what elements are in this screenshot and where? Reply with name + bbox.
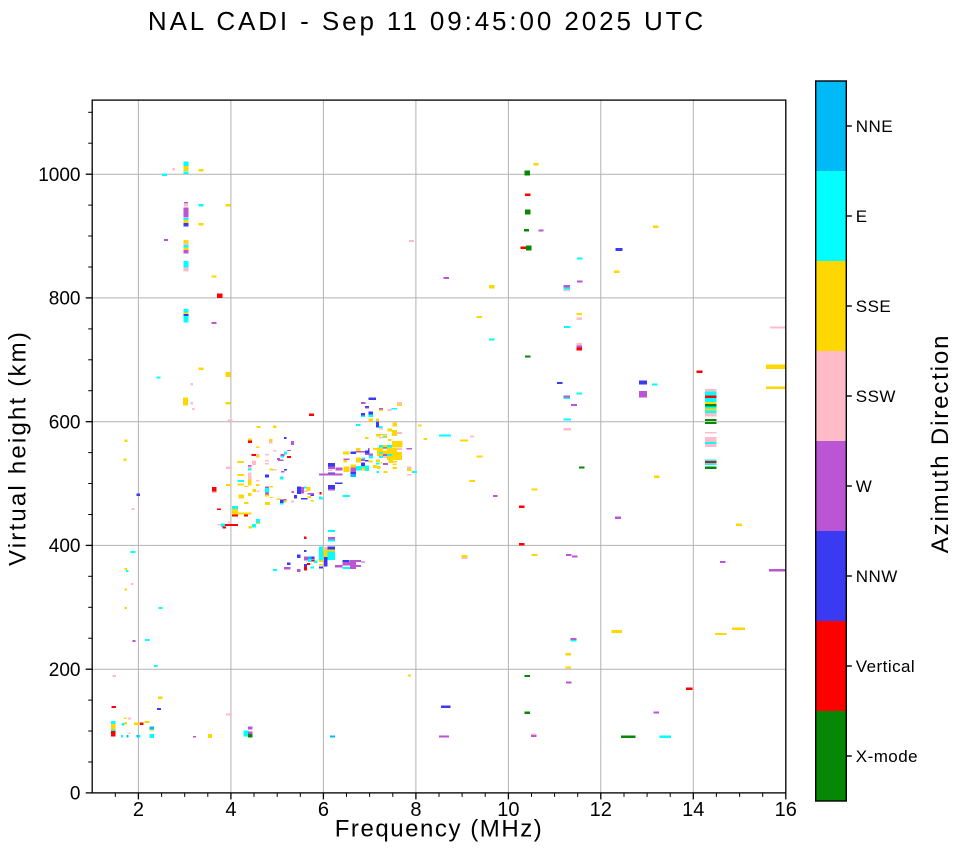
- svg-text:NNE: NNE: [856, 117, 893, 136]
- svg-text:14: 14: [682, 799, 704, 821]
- svg-text:E: E: [856, 207, 868, 226]
- svg-text:SSE: SSE: [856, 297, 891, 316]
- svg-text:200: 200: [49, 660, 81, 681]
- svg-text:4: 4: [225, 799, 236, 821]
- svg-text:Frequency (MHz): Frequency (MHz): [335, 816, 544, 843]
- svg-text:6: 6: [318, 799, 329, 821]
- svg-text:NAL CADI - Sep 11 09:45:00 202: NAL CADI - Sep 11 09:45:00 2025 UTC: [148, 6, 706, 36]
- svg-text:16: 16: [775, 799, 797, 821]
- svg-text:W: W: [856, 477, 873, 496]
- svg-text:Vertical: Vertical: [856, 657, 915, 676]
- svg-text:SSW: SSW: [856, 387, 896, 406]
- svg-text:Virtual height (km): Virtual height (km): [5, 330, 32, 566]
- svg-text:8: 8: [410, 799, 421, 821]
- svg-text:X-mode: X-mode: [856, 747, 918, 766]
- svg-text:400: 400: [49, 536, 81, 557]
- svg-text:Azimuth Direction: Azimuth Direction: [927, 334, 954, 554]
- svg-text:2: 2: [133, 799, 144, 821]
- svg-text:10: 10: [497, 799, 519, 821]
- svg-text:0: 0: [70, 784, 81, 805]
- svg-text:800: 800: [49, 289, 81, 310]
- svg-text:1000: 1000: [38, 165, 80, 186]
- svg-text:600: 600: [49, 413, 81, 434]
- svg-text:NNW: NNW: [856, 567, 898, 586]
- svg-text:12: 12: [590, 799, 612, 821]
